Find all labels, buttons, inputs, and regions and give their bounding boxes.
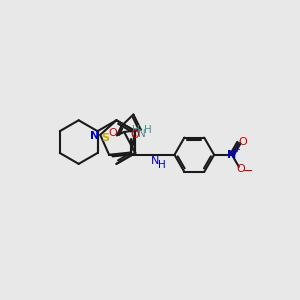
Text: −: − — [242, 165, 253, 178]
Text: O: O — [236, 164, 245, 174]
Text: S: S — [101, 133, 109, 143]
Text: N: N — [151, 156, 159, 166]
Text: O: O — [109, 128, 118, 138]
Text: N: N — [138, 129, 146, 139]
Text: O: O — [130, 130, 139, 140]
Text: H: H — [158, 160, 166, 170]
Text: O: O — [238, 137, 247, 147]
Text: H: H — [133, 125, 140, 135]
Text: N: N — [90, 131, 99, 141]
Text: H: H — [144, 125, 152, 135]
Text: N: N — [227, 150, 237, 160]
Text: +: + — [233, 145, 240, 154]
